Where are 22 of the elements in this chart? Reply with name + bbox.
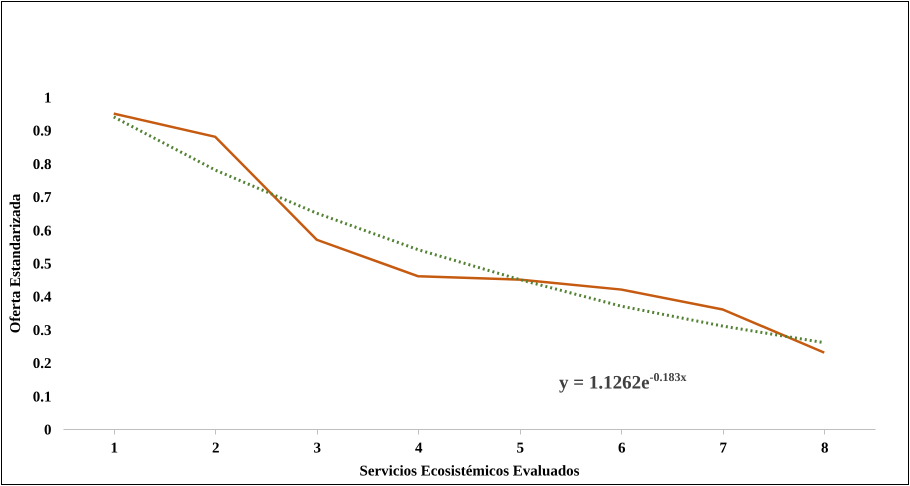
y-tick-label: 0.1 <box>32 389 52 406</box>
y-tick-label: 0.5 <box>32 256 52 272</box>
y-tick-label: 0.4 <box>32 290 52 306</box>
x-tick-label: 7 <box>720 440 728 456</box>
x-axis-title: Servicios Ecosistémicos Evaluados <box>360 464 580 480</box>
x-tick-label: 8 <box>821 440 828 456</box>
y-tick-label: 0.2 <box>32 356 52 372</box>
x-tick-label: 3 <box>314 440 321 456</box>
x-tick-label: 1 <box>110 440 118 456</box>
x-tick-label: 2 <box>212 440 220 456</box>
y-tick-label: 0.6 <box>32 223 52 240</box>
x-tick-label: 6 <box>618 440 626 456</box>
y-tick-label: 0.7 <box>32 190 52 206</box>
y-tick-label: 0.8 <box>32 156 52 173</box>
y-tick-label: 0 <box>44 422 52 438</box>
y-tick-label: 0.3 <box>32 322 52 339</box>
y-tick-label: 1 <box>44 90 52 106</box>
y-axis-title: Oferta Estandarizada <box>8 193 24 334</box>
annotation: y = 1.1262e$^{-0.183x}$ <box>559 370 687 394</box>
y-tick-label: 0.9 <box>32 124 52 140</box>
x-tick-label: 4 <box>415 440 423 456</box>
x-tick-label: 5 <box>516 440 524 456</box>
